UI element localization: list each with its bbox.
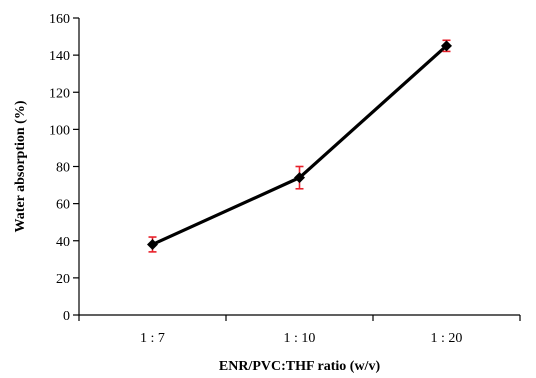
y-tick-label: 160 [49,12,70,27]
x-tick-label: 1 : 10 [284,331,316,346]
data-point-marker [441,40,452,52]
series-group [147,39,452,253]
y-tick-label: 20 [56,272,70,287]
data-point-marker [294,172,305,184]
y-tick-label: 140 [49,49,70,64]
y-tick-label: 80 [56,161,70,176]
y-tick-label: 60 [56,198,70,213]
series-line [151,44,448,246]
data-point-marker [147,238,158,250]
x-axis-ticks: 1 : 7 1 : 10 1 : 20 [78,315,521,346]
x-axis-title: ENR/PVC:THF ratio (w/v) [219,359,381,374]
x-tick-label: 1 : 7 [140,331,165,346]
y-tick-label: 120 [49,86,70,101]
y-tick-label: 40 [56,235,70,250]
y-axis-title: Water absorption (%) [13,100,28,232]
y-tick-label: 0 [63,309,70,324]
y-tick-label: 100 [49,123,70,138]
x-tick-label: 1 : 20 [431,331,463,346]
y-axis-ticks: 0 20 40 60 80 100 120 140 160 [49,12,79,324]
